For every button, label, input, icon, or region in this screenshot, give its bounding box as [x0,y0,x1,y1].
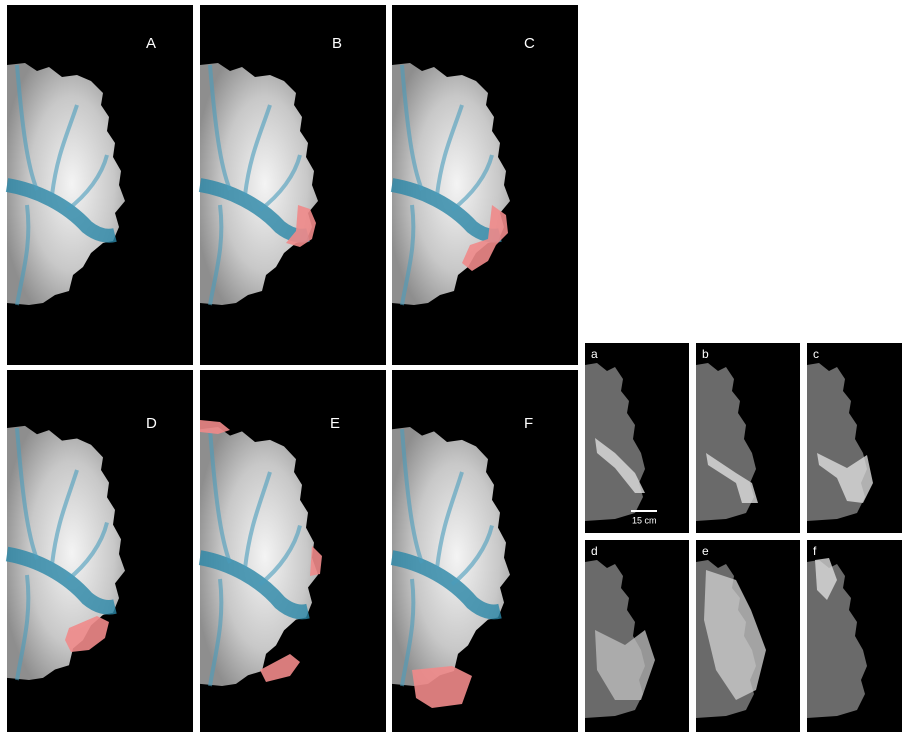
small-panel-a: a 15 cm [585,343,689,533]
panel-c: C [392,5,578,365]
panel-d: D [7,370,193,732]
scale-label: 15 cm [632,515,657,525]
panel-b: B [200,5,386,365]
small-panel-b: b [696,343,800,533]
panel-e: E [200,370,386,732]
small-panel-e: e [696,540,800,732]
panel-a: A [7,5,193,365]
small-panel-d: d [585,540,689,732]
small-panel-c: c [807,343,902,533]
panel-label: B [332,35,342,52]
panel-label: F [524,415,533,432]
panel-label: e [702,544,709,558]
figure: A B C D E F a 15 cm b c [0,0,902,733]
panel-label: d [591,544,598,558]
panel-label: E [330,415,340,432]
panel-label: D [146,415,157,432]
small-panel-f: f [807,540,902,732]
panel-f: F [392,370,578,732]
panel-label: b [702,347,709,361]
panel-label: C [524,35,535,52]
panel-label: a [591,347,598,361]
panel-label: c [813,347,819,361]
panel-label: A [146,35,156,52]
